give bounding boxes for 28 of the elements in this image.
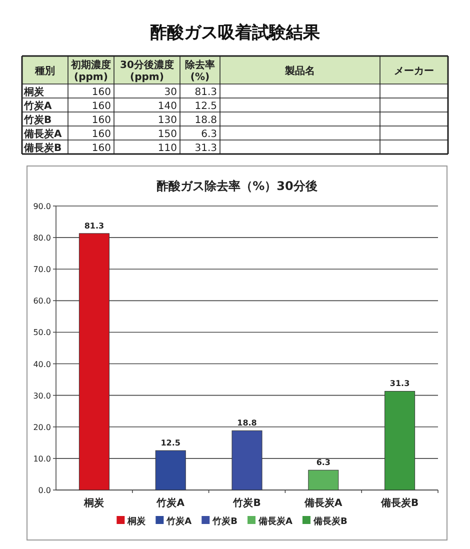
- y-tick-label: 10.0: [33, 454, 51, 464]
- legend-label: 竹炭A: [166, 516, 192, 527]
- y-tick-label: 40.0: [33, 360, 51, 369]
- data-label: 31.3: [390, 379, 410, 388]
- y-tick-label: 30.0: [33, 391, 51, 400]
- y-tick-label: 90.0: [33, 202, 51, 211]
- x-tick-label: 竹炭B: [232, 497, 261, 509]
- x-tick-label: 竹炭A: [156, 497, 185, 509]
- legend-label: 桐炭: [126, 516, 147, 527]
- legend-label: 備長炭B: [312, 516, 348, 527]
- y-tick-label: 20.0: [33, 422, 51, 432]
- x-tick-label: 備長炭A: [304, 497, 343, 509]
- data-label: 6.3: [316, 458, 330, 468]
- chart-title: 酢酸ガス吸着試験結果: [150, 23, 321, 43]
- table: 種別 初期濃度 (ppm) 30分後濃度 (ppm) 除去率 (%) 製品名 メーカー 桐炭 160 30 81.3 竹炭A 160 140 12.5 竹炭B 160 130 18.8 備長炭A 160 150 6.3 備長炭B 160 110 31.3: [21, 55, 449, 155]
- chart-subtitle: 酢酸ガス除去率（%）30分後: [156, 179, 318, 193]
- legend-label: 備長炭A: [258, 516, 292, 527]
- data-label: 18.8: [237, 418, 258, 428]
- x-tick-label: 備長炭B: [380, 497, 419, 509]
- y-tick-label: 70.0: [33, 265, 51, 274]
- legend-label: 竹炭B: [212, 516, 238, 527]
- data-label: 81.3: [84, 221, 104, 230]
- x-tick-label: 桐炭: [83, 497, 106, 509]
- data-label: 12.5: [160, 438, 181, 448]
- y-tick-label: 0.0: [38, 486, 51, 495]
- y-tick-label: 50.0: [33, 328, 51, 338]
- y-tick-label: 60.0: [33, 296, 51, 306]
- y-tick-label: 80.0: [33, 234, 51, 243]
